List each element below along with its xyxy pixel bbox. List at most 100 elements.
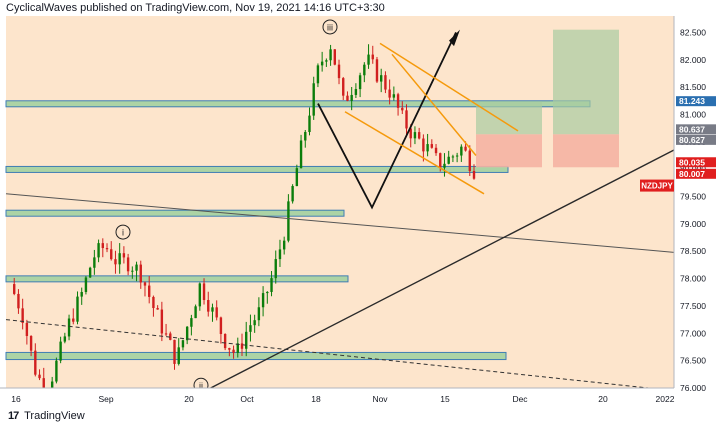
candle (401, 101, 404, 115)
candle (194, 304, 197, 319)
candle (282, 236, 286, 255)
price-tag: 80.035 (676, 157, 716, 168)
target-box-2 (553, 29, 619, 135)
x-tick-label: Oct (240, 394, 254, 404)
candle (468, 145, 471, 177)
candle-body (105, 248, 109, 250)
candle-body (249, 325, 252, 332)
x-tick-label: 2022 (656, 394, 675, 404)
candle-body (143, 282, 147, 286)
candle-body (38, 374, 41, 379)
price-tag-bg (676, 157, 716, 168)
wave-label-circle (322, 19, 338, 35)
x-tick-label: Nov (372, 394, 388, 404)
candle-body (223, 333, 227, 349)
candle-body (59, 341, 62, 361)
candle-body (299, 140, 303, 169)
candle-body (190, 318, 193, 327)
candle (169, 331, 172, 341)
candle (25, 319, 29, 345)
candle-body (215, 307, 218, 318)
candle (236, 337, 239, 358)
candle-body (148, 285, 151, 297)
candle (299, 134, 303, 169)
candle-body (160, 309, 164, 334)
candle-body (434, 147, 438, 154)
candle (371, 45, 374, 64)
candle (249, 314, 252, 342)
channel-top (379, 42, 519, 132)
candle-body (88, 267, 92, 278)
candle-body (63, 336, 67, 342)
candle (460, 144, 463, 162)
candle (135, 261, 138, 282)
candle-body (291, 186, 294, 202)
candle-body (430, 144, 434, 148)
chart-area[interactable]: i ii iii 76.000 76.500 77.000 77.500 78.000 78.… (0, 16, 720, 409)
candle (59, 336, 62, 364)
candle-body (405, 110, 408, 129)
projected-path (317, 32, 457, 210)
candle-body (358, 75, 362, 90)
candle-body (443, 163, 446, 168)
x-axis-panel (0, 388, 720, 408)
y-tick-label: 79.000 (680, 219, 706, 229)
candle-body (169, 333, 172, 340)
candle-body (185, 326, 189, 341)
candle (164, 323, 168, 336)
candle-body (211, 307, 214, 312)
candle-body (177, 347, 180, 364)
wave-label-ii: ii (199, 381, 203, 391)
candle (291, 184, 294, 204)
candle-body (371, 54, 374, 60)
candle (63, 332, 67, 344)
candle-body (337, 64, 341, 79)
candle-body (401, 107, 404, 111)
price-tag-bg (676, 124, 716, 135)
candle-body (380, 75, 383, 82)
candle (257, 297, 261, 327)
candle (422, 134, 425, 162)
candle (148, 276, 151, 304)
wave-label-iii: iii (327, 22, 333, 32)
candle-body (295, 168, 299, 187)
candle-body (354, 89, 358, 95)
y-tick-label: 77.000 (680, 328, 706, 338)
tradingview-logo[interactable]: 17 TradingView (8, 410, 85, 422)
trendline-falling (5, 193, 675, 253)
candle (143, 281, 147, 297)
candle (223, 333, 227, 351)
candle (190, 314, 193, 336)
candle-body (320, 61, 324, 66)
candle (215, 300, 218, 321)
symbol-tag-bg (640, 179, 674, 192)
candle-body (472, 170, 476, 179)
candle-body (17, 293, 20, 309)
candle-body (101, 243, 104, 249)
candle (67, 314, 71, 341)
candle (451, 154, 455, 163)
position-boxes (476, 29, 619, 168)
candle-body (346, 95, 349, 101)
candle-body (139, 264, 142, 283)
candle-body (93, 257, 96, 268)
arrow-head-icon (449, 29, 460, 47)
zone-5 (5, 351, 507, 361)
candle (384, 71, 387, 94)
candle-body (304, 132, 307, 141)
publisher-header: CyclicalWaves published on TradingView.c… (0, 0, 720, 16)
candle (122, 246, 126, 264)
x-tick-label: 15 (440, 394, 450, 404)
price-tag-bg (676, 96, 716, 107)
candle (55, 357, 58, 384)
candle (156, 305, 159, 310)
candle (114, 250, 117, 274)
candles (13, 44, 476, 409)
y-tick-label: 82.500 (680, 27, 706, 37)
candle-body (152, 296, 155, 309)
candle-body (181, 340, 185, 348)
candle (207, 291, 210, 317)
